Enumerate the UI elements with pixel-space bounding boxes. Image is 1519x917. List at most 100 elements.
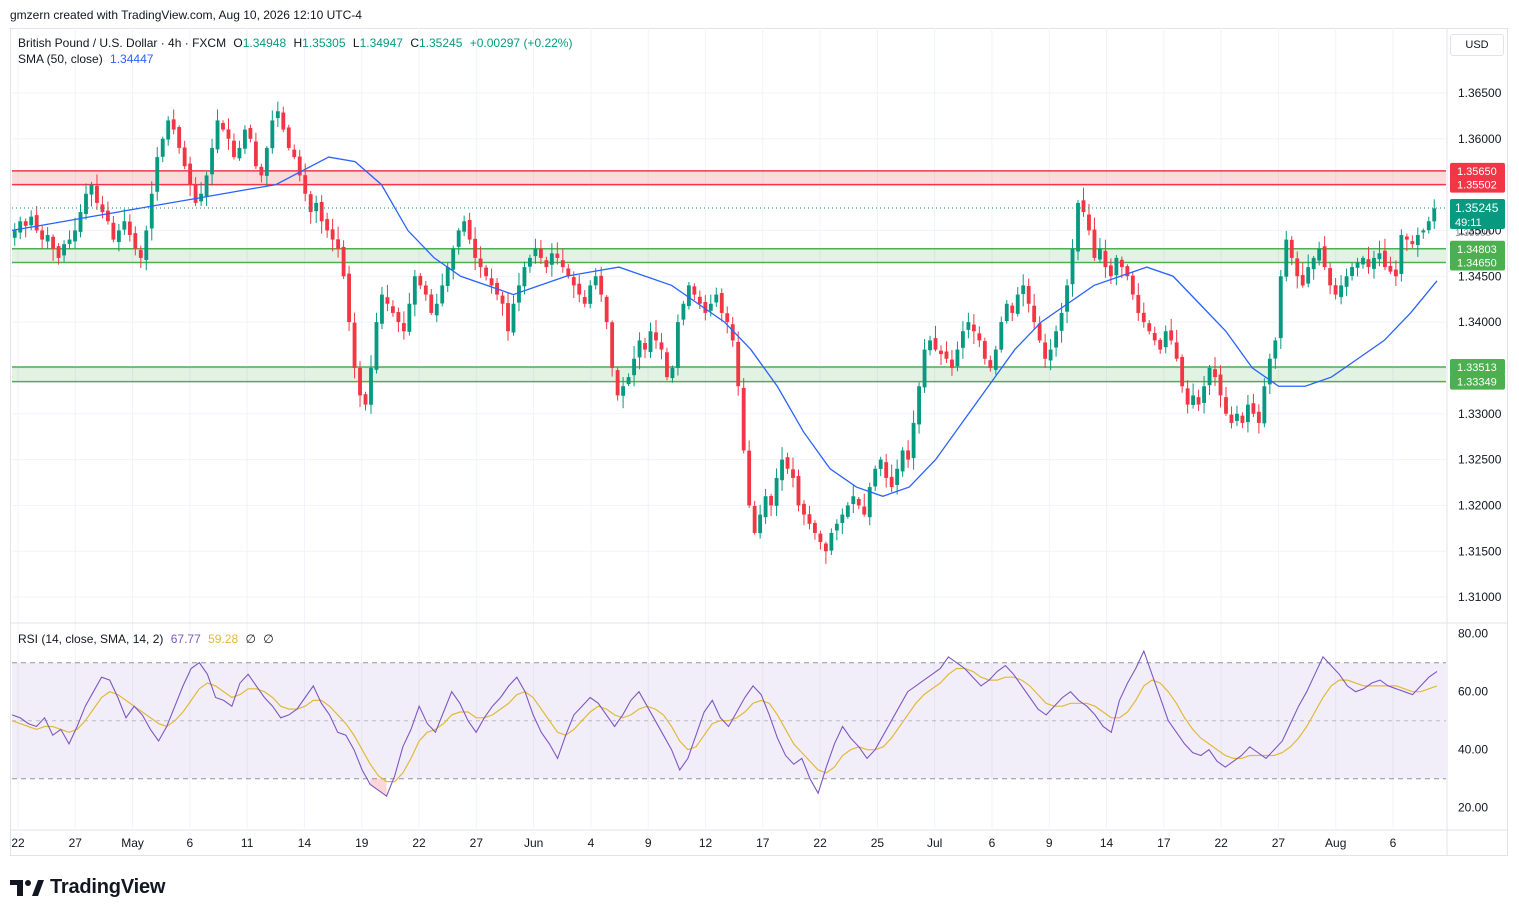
candle-body: [1185, 388, 1190, 405]
candle-body: [560, 260, 565, 268]
candle-body: [270, 120, 275, 149]
candle-body: [243, 129, 247, 149]
time-axis: 22 27 May 6 11 14 19 22 27 Jun 4 9 12 17 22 25 Jul 6 9 14 17…: [10, 829, 1508, 850]
candle-body: [632, 358, 636, 376]
time-tick-label: 27: [69, 836, 83, 850]
time-tick-label: 27: [470, 836, 484, 850]
candle-body: [390, 306, 395, 313]
symbol-name[interactable]: British Pound / U.S. Dollar · 4h · FXCM: [18, 36, 227, 50]
tradingview-logo-icon: [10, 879, 44, 896]
price-tick-label: 1.31500: [1458, 544, 1502, 558]
candle-body: [736, 341, 741, 387]
candle-body: [933, 338, 938, 350]
sma-value: 1.34447: [110, 52, 154, 66]
candle-body: [407, 303, 412, 332]
support-zone-price-tag: [1450, 254, 1505, 271]
candle-body: [193, 184, 198, 203]
candle-body: [221, 122, 225, 130]
candle-body: [993, 349, 998, 370]
candle-body: [440, 285, 445, 304]
candle-body: [385, 297, 390, 304]
candle-body: [1114, 257, 1119, 276]
candle-body: [966, 322, 971, 330]
candle-body: [473, 238, 478, 258]
candle-body: [506, 303, 510, 332]
candle-body: [325, 219, 330, 231]
candle-body: [517, 285, 521, 303]
candle-body: [122, 221, 127, 230]
candle-body: [884, 462, 889, 478]
candle-body: [1098, 248, 1102, 260]
candle-body: [1377, 253, 1382, 260]
candlestick-series: [12, 101, 1437, 564]
candle-body: [138, 250, 143, 258]
candle-body: [1388, 265, 1393, 272]
candle-body: [29, 216, 34, 226]
candle-body: [719, 293, 724, 313]
candle-body: [1333, 285, 1338, 295]
candle-body: [336, 239, 341, 249]
price-tick-label: 1.31000: [1458, 590, 1502, 604]
candle-body: [796, 475, 801, 506]
tradingview-logo[interactable]: TradingView: [10, 876, 165, 899]
time-tick-label: 9: [645, 836, 652, 850]
candle-body: [665, 352, 669, 378]
candle-body: [347, 273, 351, 323]
candle-body: [829, 532, 834, 551]
candle-body: [895, 468, 900, 485]
candle-body: [100, 204, 105, 213]
candle-body: [1136, 294, 1141, 313]
candle-body: [604, 296, 609, 323]
candle-body: [116, 230, 121, 243]
candle-body: [982, 341, 987, 359]
support-zone-price-label: 1.33349: [1457, 377, 1497, 389]
candle-body: [889, 476, 894, 488]
candle-body: [610, 322, 615, 368]
candle-body: [369, 367, 373, 405]
candle-body: [1393, 269, 1398, 277]
candle-body: [741, 387, 746, 451]
candle-body: [807, 514, 812, 524]
candle-body: [1152, 333, 1157, 341]
candle-body: [544, 260, 549, 268]
candle-body: [955, 349, 960, 367]
candle-body: [396, 312, 401, 323]
time-tick-label: 14: [298, 836, 312, 850]
candle-body: [988, 360, 993, 368]
candle-body: [286, 127, 291, 148]
sma-legend[interactable]: SMA (50, close) 1.34447: [18, 52, 157, 66]
time-tick-label: 27: [1272, 836, 1286, 850]
candle-body: [374, 322, 379, 370]
ohlc-o-value: 1.34948: [242, 36, 287, 50]
candle-body: [105, 210, 110, 222]
support-zone-price-label: 1.33513: [1457, 362, 1497, 374]
candle-body: [1076, 202, 1080, 252]
candle-body: [917, 386, 921, 425]
candle-body: [566, 268, 571, 277]
time-tick-label: 6: [187, 836, 194, 850]
resistance-zone-price-tag: [1450, 176, 1505, 193]
candle-body: [363, 394, 368, 405]
candle-body: [467, 219, 472, 240]
time-tick-label: 4: [588, 836, 595, 850]
ohlc-change: +0.00297 (+0.22%): [469, 36, 573, 50]
candle-body: [780, 459, 784, 481]
candle-body: [697, 296, 702, 304]
support-zone-price-label: 1.34803: [1457, 244, 1497, 256]
candle-body: [1163, 331, 1168, 348]
candle-body: [308, 194, 313, 213]
candle-body: [1119, 259, 1124, 268]
candle-body: [1026, 285, 1031, 304]
rsi-legend[interactable]: RSI (14, close, SMA, 14, 2) 67.77 59.28 …: [18, 632, 278, 646]
candle-body: [253, 141, 258, 167]
countdown-label: 49:11: [1455, 217, 1482, 229]
candle-body: [769, 495, 774, 506]
sma-series: [11, 156, 1438, 497]
candle-body: [1262, 386, 1267, 424]
resistance-zone-price-tag: [1450, 162, 1505, 179]
candle-body: [1256, 411, 1261, 423]
candle-body: [1306, 267, 1311, 284]
currency-button[interactable]: USD: [1450, 34, 1504, 56]
rsi-oversold-fill: [370, 778, 387, 797]
